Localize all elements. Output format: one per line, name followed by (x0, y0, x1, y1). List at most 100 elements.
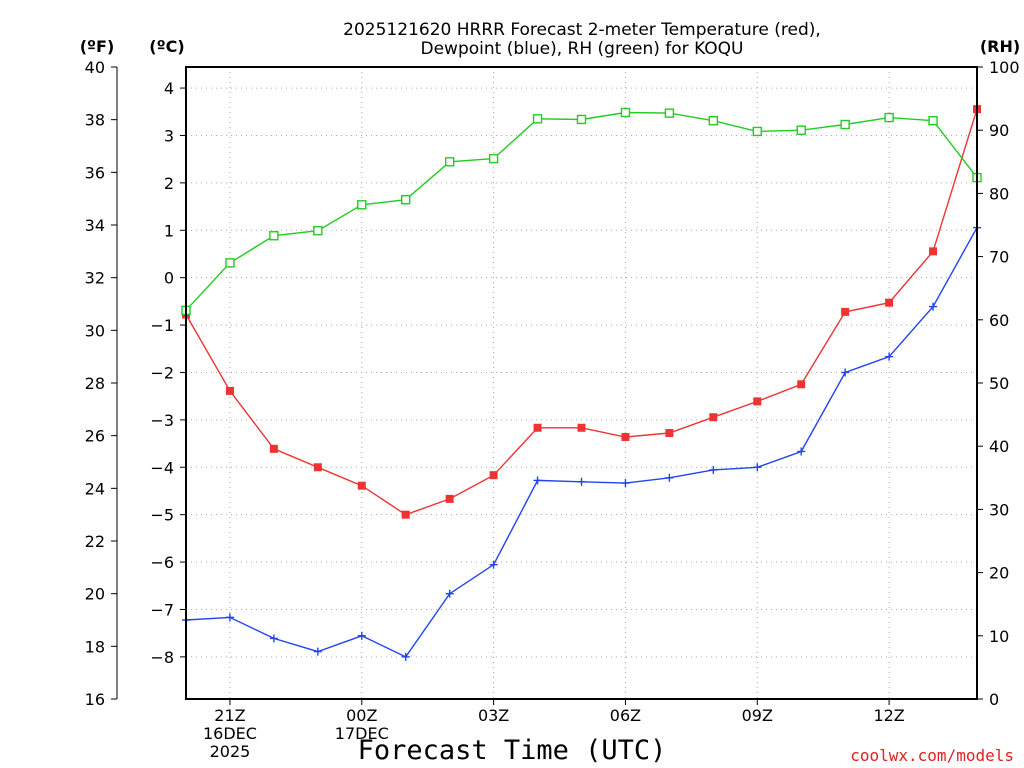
celsius-tick-label: −1 (150, 316, 174, 335)
chart-title-line1: 2025121620 HRRR Forecast 2-meter Tempera… (343, 20, 821, 40)
temperature-point (313, 463, 322, 472)
x-tick-label: 16DEC (203, 724, 257, 743)
fahrenheit-tick-label: 40 (85, 58, 105, 77)
x-tick-label: 00Z (346, 706, 377, 725)
fahrenheit-tick-label: 38 (85, 111, 105, 130)
rh-point (576, 114, 587, 125)
fahrenheit-tick-label: 28 (85, 374, 105, 393)
temperature-point (489, 471, 498, 480)
rh-unit-label: (RH) (980, 37, 1020, 56)
chart-title-line2: Dewpoint (blue), RH (green) for KOQU (421, 39, 744, 59)
dewpoint-point (665, 473, 674, 482)
fahrenheit-tick-label: 20 (85, 585, 105, 604)
dewpoint-point (841, 368, 850, 377)
rh-point (269, 231, 279, 241)
temperature-point (709, 413, 718, 422)
celsius-tick-label: 4 (164, 79, 174, 98)
x-tick-label: 21Z (214, 706, 245, 725)
dewpoint-point (885, 352, 894, 361)
rh-point (620, 107, 631, 118)
rh-point (664, 108, 675, 118)
x-tick-label: 03Z (478, 706, 509, 725)
rh-tick-label: 0 (989, 690, 999, 709)
fahrenheit-tick-label: 36 (85, 163, 105, 182)
celsius-tick-label: −4 (150, 458, 174, 477)
dewpoint-point (577, 477, 586, 486)
rh-point (357, 200, 367, 210)
rh-point (225, 258, 235, 268)
dewpoint-point (357, 631, 366, 640)
dewpoint-point (225, 613, 234, 622)
x-axis-label: Forecast Time (UTC) (358, 735, 667, 766)
temperature-point (841, 307, 850, 316)
rh-tick-label: 60 (989, 311, 1009, 330)
temperature-point (445, 494, 454, 503)
rh-point (708, 116, 719, 126)
credit-text: coolwx.com/models (850, 746, 1014, 765)
temperature-point (665, 429, 674, 438)
dewpoint-point (621, 479, 630, 488)
fahrenheit-tick-label: 16 (85, 690, 105, 709)
rh-point (401, 195, 411, 205)
temperature-point (753, 397, 762, 406)
temperature-point (225, 386, 234, 395)
rh-tick-label: 30 (989, 500, 1009, 519)
rh-tick-label: 20 (989, 564, 1009, 583)
fahrenheit-tick-label: 24 (85, 479, 105, 498)
temperature-point (533, 423, 542, 432)
fahrenheit-tick-label: 30 (85, 321, 105, 340)
dewpoint-point (445, 589, 454, 598)
dewpoint-point (753, 463, 762, 472)
rh-tick-label: 40 (989, 437, 1009, 456)
temperature-point (885, 298, 894, 307)
dewpoint-point (401, 652, 410, 661)
celsius-unit-label: (ºC) (149, 37, 184, 56)
plot-frame (185, 66, 978, 700)
rh-point (313, 225, 323, 236)
fahrenheit-unit-label: (ºF) (80, 37, 115, 56)
temperature-point (621, 432, 630, 441)
celsius-tick-label: −2 (150, 363, 174, 382)
temperature-point (401, 510, 410, 519)
dewpoint-point (269, 634, 278, 643)
rh-tick-label: 10 (989, 627, 1009, 646)
rh-point (532, 114, 543, 124)
temperature-point (577, 423, 586, 432)
dewpoint-point (797, 447, 806, 456)
rh-line (185, 111, 978, 311)
celsius-tick-label: 3 (164, 126, 174, 145)
celsius-tick-label: −7 (150, 600, 174, 619)
celsius-tick-label: −3 (150, 411, 174, 430)
celsius-tick-label: 0 (164, 269, 174, 288)
rh-point (796, 125, 806, 135)
dewpoint-point (313, 647, 322, 656)
celsius-tick-label: 2 (164, 174, 174, 193)
grid (186, 67, 977, 699)
rh-point (444, 157, 455, 167)
temperature-point (269, 444, 278, 453)
fahrenheit-tick-label: 32 (85, 269, 105, 288)
dewpoint-point (533, 476, 542, 485)
celsius-tick-label: −6 (150, 553, 174, 572)
temperature-point (929, 247, 938, 256)
rh-tick-label: 50 (989, 374, 1009, 393)
celsius-tick-label: −8 (150, 648, 174, 667)
rh-point (840, 119, 850, 130)
rh-tick-label: 90 (989, 121, 1009, 140)
temperature-point (797, 380, 806, 389)
fahrenheit-tick-label: 22 (85, 532, 105, 551)
fahrenheit-tick-label: 18 (85, 637, 105, 656)
rh-point (928, 116, 938, 126)
x-tick-label: 2025 (210, 742, 251, 761)
fahrenheit-tick-label: 34 (85, 216, 105, 235)
dewpoint-line (185, 227, 978, 658)
temperature-point (357, 481, 366, 490)
temperature-line (185, 108, 978, 516)
rh-point (488, 153, 499, 164)
axes: 16182022242628303234363840−8−7−6−5−4−3−2… (85, 58, 1020, 761)
series-layer (181, 105, 982, 661)
dewpoint-point (489, 560, 498, 569)
x-tick-label: 06Z (610, 706, 641, 725)
celsius-tick-label: 1 (164, 221, 174, 240)
